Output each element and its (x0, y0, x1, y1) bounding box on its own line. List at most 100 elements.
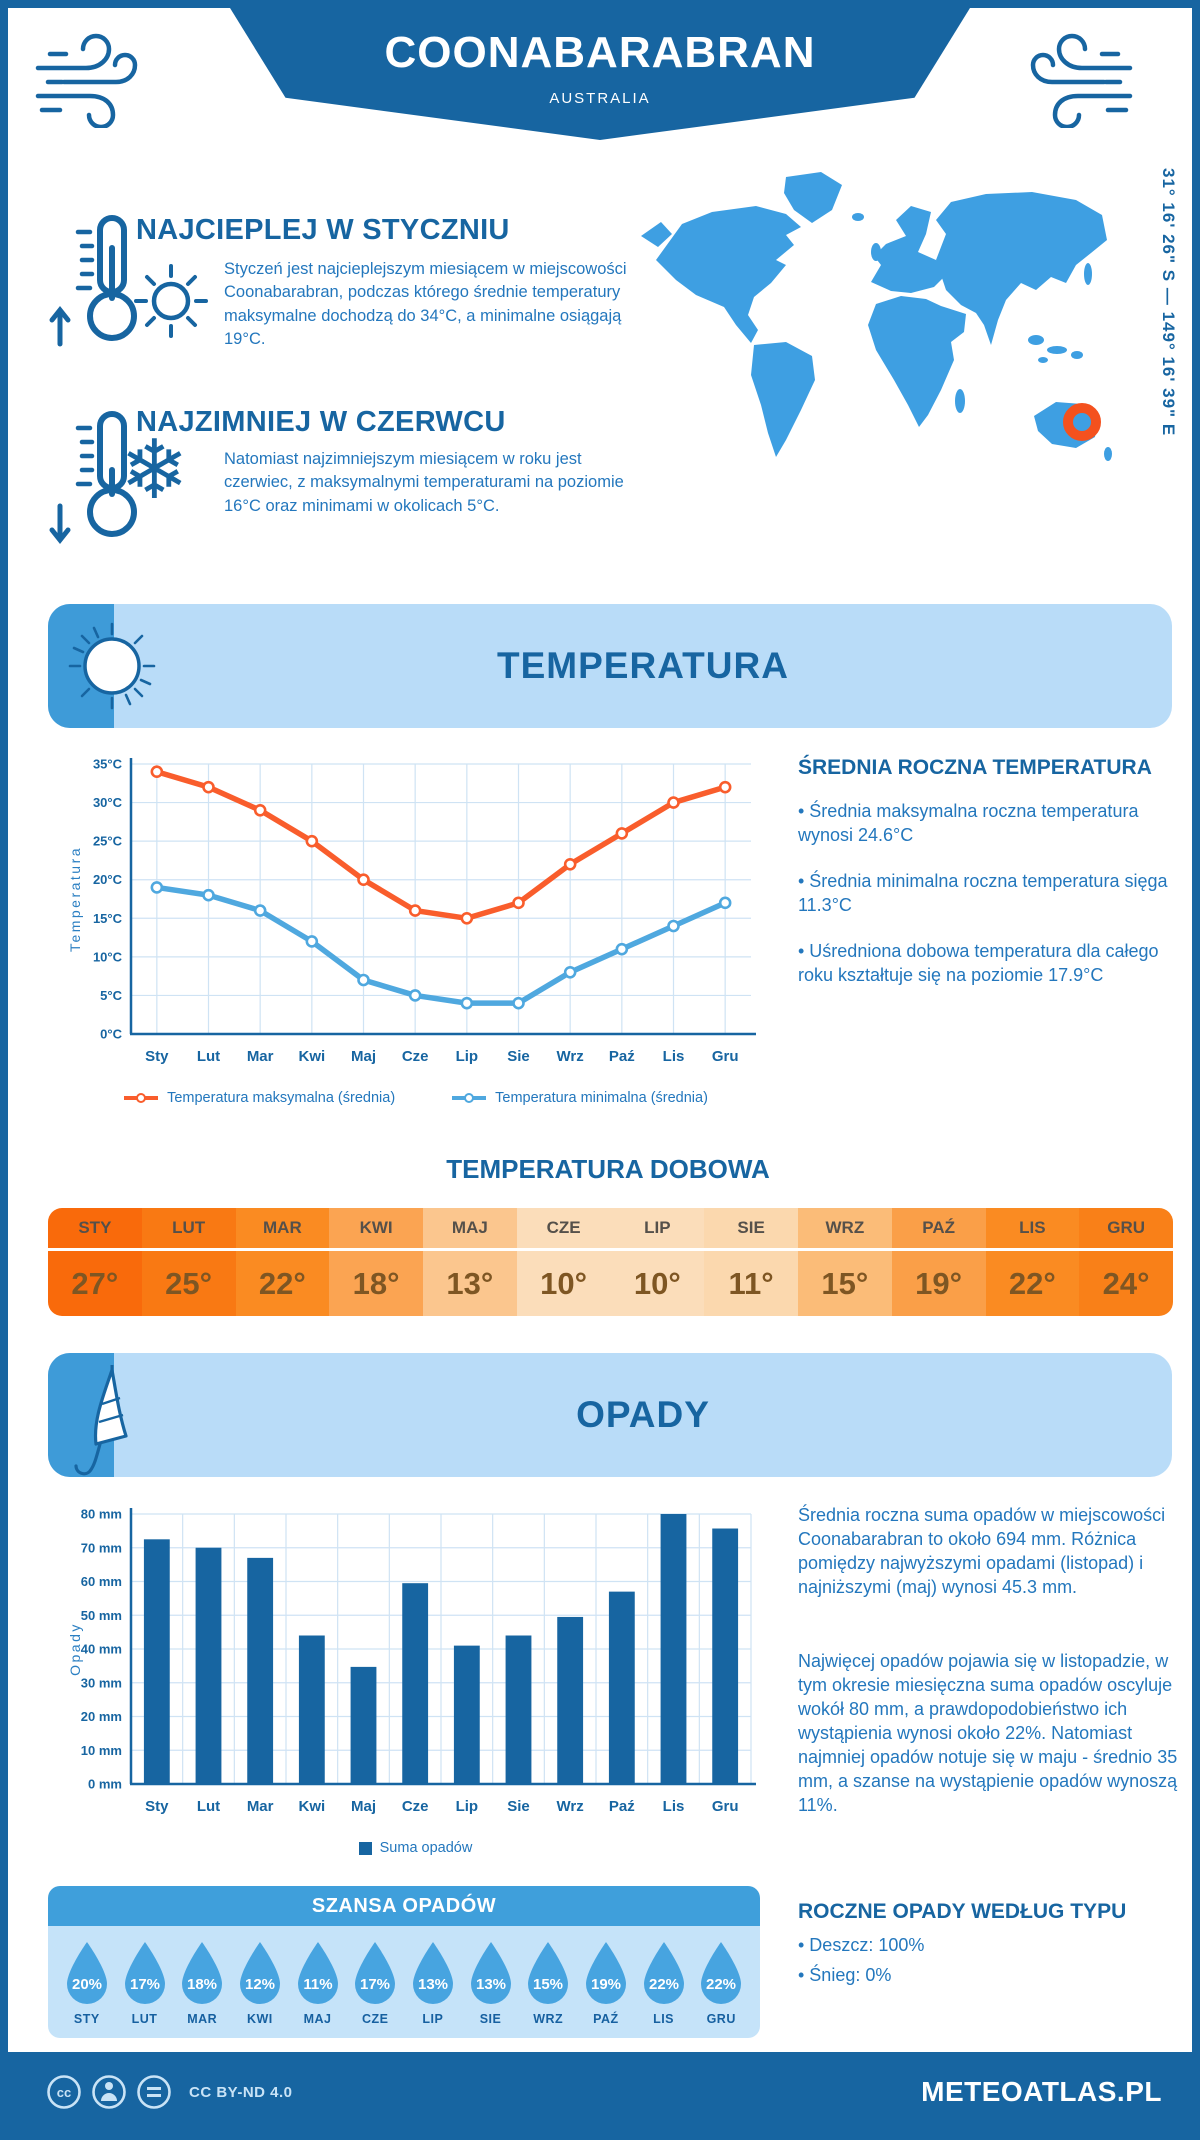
cc-icon: cc (47, 2075, 81, 2109)
rain-chance-cell: 17% LUT (116, 1940, 174, 2026)
x-tick-label: Gru (712, 1798, 739, 1815)
y-tick-label: 35°C (93, 757, 123, 772)
x-tick-label: Mar (247, 1798, 274, 1815)
temperature-section-banner: TEMPERATURA (48, 604, 1172, 728)
precipitation-type-heading: ROCZNE OPADY WEDŁUG TYPU (798, 1900, 1127, 1923)
legend-sum-label: Suma opadów (379, 1840, 473, 1856)
daily-temp-cell: KWI 18° (329, 1208, 423, 1316)
legend-max-label: Temperatura maksymalna (średnia) (167, 1090, 396, 1106)
y-tick-label: 15°C (93, 911, 123, 926)
y-tick-label: 80 mm (81, 1507, 122, 1522)
y-tick-label: 10 mm (81, 1743, 122, 1758)
raindrop-icon: 13% (412, 1942, 453, 2004)
x-tick-label: Cze (402, 1048, 429, 1065)
x-tick-label: Maj (351, 1798, 376, 1815)
y-tick-label: 10°C (93, 949, 123, 964)
legend-sum-swatch (358, 1841, 372, 1855)
temperature-chart: 0°C 5°C 10°C 15°C 20°C 25°C 30°C 35°C Sty Lut Mar K… (63, 750, 768, 1095)
daily-temp-cell: LUT 25° (141, 1208, 236, 1316)
x-tick-label: Lis (663, 1798, 685, 1815)
daily-temp-value: 11° (728, 1265, 774, 1301)
rain-chance-month: SIE (479, 2012, 502, 2026)
precipitation-paragraph: Średnia roczna suma opadów w miejscowośc… (798, 1505, 1166, 1597)
x-tick-label: Mar (247, 1048, 274, 1065)
rain-chance-month: PAŹ (593, 2012, 619, 2026)
header-banner: COONABARABRAN AUSTRALIA (230, 8, 970, 140)
location-marker (1063, 403, 1101, 441)
x-tick-label: Kwi (298, 1048, 325, 1065)
rain-chance-month: MAJ (303, 2012, 332, 2026)
temperature-section-title: TEMPERATURA (497, 645, 789, 686)
svg-text:cc: cc (57, 2085, 71, 2100)
data-point (150, 881, 164, 894)
daily-temp-month: MAR (235, 1208, 330, 1251)
data-point (460, 911, 474, 925)
y-tick-label: 0°C (100, 1027, 122, 1042)
rain-chance-cell: 12% KWI (231, 1940, 289, 2026)
bar (557, 1616, 584, 1784)
raindrop-icon: 18% (182, 1942, 223, 2004)
legend-min-swatch (452, 1093, 487, 1103)
daily-temp-cell: LIS 22° (985, 1208, 1080, 1316)
rain-chance-month: STY (73, 2012, 100, 2026)
y-tick-label: 40 mm (81, 1642, 122, 1657)
rain-chance-cell: 22% LIS (635, 1940, 693, 2026)
bar (453, 1645, 480, 1784)
data-point (253, 904, 267, 917)
wind-icon (35, 33, 138, 128)
rain-chance-value: 17% (129, 1976, 159, 1993)
temperature-chart-legend: Temperatura maksymalna (średnia) Tempera… (63, 1090, 768, 1106)
umbrella-banner-icon (74, 1365, 128, 1476)
x-tick-label: Sie (507, 1048, 530, 1065)
daily-temp-month: GRU (1079, 1208, 1173, 1251)
data-point (667, 796, 680, 809)
rain-chance-value: 11% (303, 1976, 332, 1993)
x-tick-label: Lip (456, 1798, 479, 1815)
data-point (667, 919, 680, 933)
precipitation-chart: 0 mm 10 mm 20 mm 30 mm 40 mm 50 mm 60 mm 70 mm 8… (63, 1500, 768, 1845)
daily-temp-value: 27° (71, 1265, 119, 1301)
daily-temp-value: 18° (352, 1265, 400, 1301)
daily-temp-value: 19° (915, 1265, 963, 1301)
daily-temp-month: LIP (610, 1208, 705, 1251)
daily-temp-cell: STY 27° (48, 1208, 142, 1316)
rain-chance-value: 20% (72, 1976, 102, 1993)
person-icon (92, 2075, 126, 2109)
precipitation-paragraph: Najwięcej opadów pojawia się w listopadz… (798, 1651, 1178, 1815)
x-tick-label: Wrz (557, 1798, 584, 1815)
rain-chance-cell: 22% GRU (692, 1940, 750, 2026)
data-point (718, 780, 732, 794)
daily-temp-cell: CZE 10° (516, 1208, 611, 1316)
coldest-text: Natomiast najzimniejszym miesiącem w rok… (224, 450, 624, 515)
x-tick-label: Sie (507, 1798, 530, 1815)
page-subtitle: AUSTRALIA (549, 90, 651, 107)
rain-chance-month: CZE (361, 2012, 389, 2026)
raindrop-icon: 12% (239, 1942, 280, 2004)
bar (195, 1547, 222, 1784)
site-name: METEOATLAS.PL (921, 2076, 1162, 2107)
annual-temperature-heading: ŚREDNIA ROCZNA TEMPERATURA (798, 756, 1152, 779)
rain-chance-month: LIS (653, 2012, 675, 2026)
bar (298, 1635, 325, 1784)
rain-chance-cell: 13% SIE (462, 1940, 520, 2026)
precipitation-section-title: OPADY (576, 1394, 710, 1435)
y-tick-label: 70 mm (81, 1540, 122, 1555)
world-map (641, 172, 1112, 461)
series-line (154, 884, 728, 1006)
warmest-text: Styczeń jest najcieplejszym miesiącem w … (224, 260, 627, 349)
warmest-heading: NAJCIEPLEJ W STYCZNIU (136, 214, 510, 246)
raindrop-icon: 19% (585, 1942, 626, 2004)
data-point (150, 765, 164, 779)
continents (641, 172, 1112, 461)
rain-chance-month: MAR (187, 2012, 218, 2026)
no-derivatives-icon (137, 2075, 171, 2109)
daily-temperature-table: STY 27° LUT 25° MAR 22° KWI 18° MAJ 13° CZE 10° LIP 1… (48, 1208, 1173, 1316)
x-tick-label: Gru (712, 1048, 739, 1065)
data-point (202, 780, 215, 794)
rain-chance-value: 12% (245, 1976, 275, 1993)
rain-chance-value: 13% (418, 1976, 448, 1993)
y-tick-label: 30°C (93, 795, 123, 810)
rain-chance-cell: 17% CZE (346, 1940, 404, 2026)
data-point (512, 996, 525, 1010)
